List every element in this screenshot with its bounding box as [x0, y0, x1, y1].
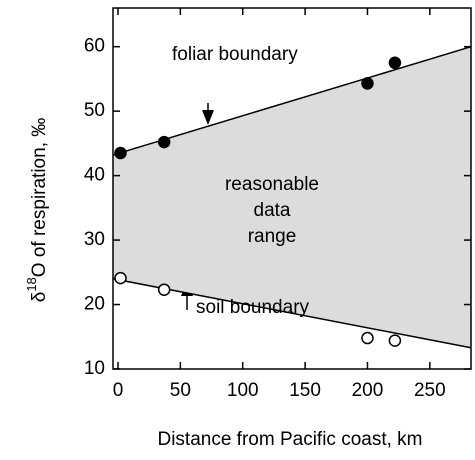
- x-axis-label: Distance from Pacific coast, km: [157, 429, 422, 450]
- series-label: foliar boundary: [172, 44, 298, 65]
- x-tick-label: 250: [414, 380, 446, 401]
- x-tick-label: 50: [170, 380, 191, 401]
- series-label: soil boundary: [196, 297, 310, 318]
- data-point: [157, 135, 171, 149]
- y-tick-label: 50: [84, 100, 105, 121]
- data-point: [388, 56, 402, 70]
- range-annotation: data: [254, 200, 291, 221]
- data-point: [361, 77, 374, 90]
- y-label-text: O of respiration, ‰: [29, 118, 50, 277]
- range-annotation: range: [248, 226, 297, 247]
- data-range-area: [113, 46, 471, 348]
- fit-line: [112, 278, 472, 349]
- y-tick-label: 40: [84, 165, 105, 186]
- data-point: [114, 146, 127, 160]
- data-point: [361, 331, 374, 345]
- y-tick-label: 20: [84, 294, 105, 315]
- y-label-superscript: 18: [24, 277, 39, 291]
- y-tick-label: 30: [84, 229, 105, 250]
- x-tick-label: 200: [352, 380, 384, 401]
- x-tick-label: 100: [227, 380, 259, 401]
- y-tick-label: 60: [84, 36, 105, 57]
- plot-frame: [112, 7, 472, 370]
- data-point: [157, 283, 171, 296]
- x-tick-label: 150: [289, 380, 321, 401]
- x-tick-label: 0: [113, 380, 124, 401]
- y-tick-label: 10: [84, 358, 105, 379]
- foliar-arrow-head: [202, 110, 214, 125]
- fit-line: [112, 45, 472, 156]
- y-axis-label: δ18O of respiration, ‰: [24, 118, 50, 303]
- data-point: [114, 271, 127, 285]
- data-point: [388, 334, 402, 347]
- y-label-prefix: δ: [29, 292, 50, 303]
- range-annotation: reasonable: [225, 174, 319, 195]
